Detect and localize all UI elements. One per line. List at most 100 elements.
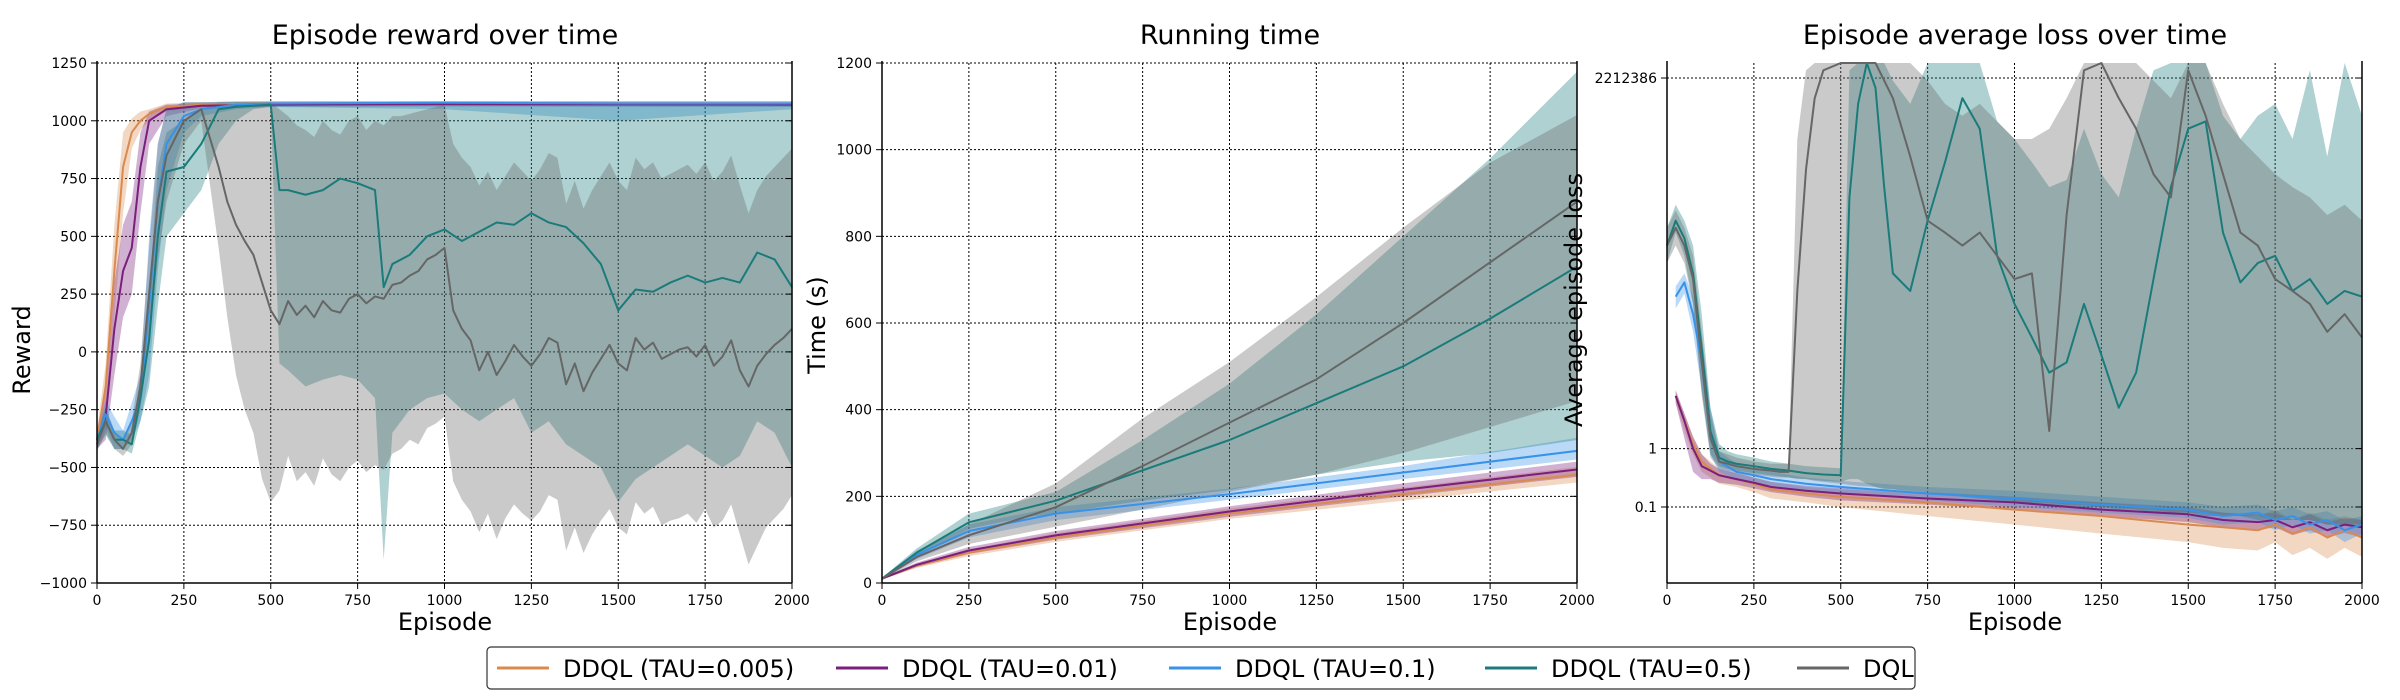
reward-ytick-label-750: −750 <box>49 518 87 534</box>
reward-chart-title: Episode reward over time <box>272 20 619 51</box>
running-time-subplot: Running time Episode Time (s) 0 250 500 750… <box>803 20 1595 636</box>
running-time-xtick-label-1250: 1250 <box>1299 593 1335 609</box>
loss-ytick-label-1: 1 <box>1648 442 1657 458</box>
reward-band-dql <box>97 102 792 565</box>
loss-subplot: Episode average loss over time Episode A… <box>1560 20 2380 636</box>
running-time-band-dql <box>882 115 1577 580</box>
legend-label-ddql-tau-0-005: DDQL (TAU=0.005) <box>563 655 794 683</box>
reward-ytick-label-250: 250 <box>60 287 87 303</box>
running-time-xtick-label-0: 0 <box>878 593 887 609</box>
running-time-xtick-label-1750: 1750 <box>1472 593 1508 609</box>
loss-xtick-label-1500: 1500 <box>2170 593 2206 609</box>
loss-series-lines <box>1666 62 2363 539</box>
running-time-line-ddql-tau-0-5 <box>881 265 1578 580</box>
running-time-line-ddql-tau-0-01 <box>881 468 1578 580</box>
reward-line-ddql-tau-0-5 <box>96 103 793 446</box>
running-time-axes <box>876 61 1578 589</box>
running-time-ytick-label-800: 800 <box>845 229 872 245</box>
reward-series-lines <box>96 101 793 450</box>
running-time-xtick-label-1500: 1500 <box>1385 593 1421 609</box>
reward-ytick-label-0: 0 <box>78 345 87 361</box>
reward-subplot: Episode reward over time Episode Reward … <box>8 20 810 636</box>
loss-xtick-label-1250: 1250 <box>2084 593 2120 609</box>
running-time-series-lines <box>881 200 1578 580</box>
running-time-line-ddql-tau-0-1 <box>881 449 1578 580</box>
loss-band-ddql-tau-0-5 <box>1667 63 2362 525</box>
reward-ytick-label-1000: 1000 <box>51 114 87 130</box>
legend-label-ddql-tau-0-5: DDQL (TAU=0.5) <box>1551 655 1752 683</box>
running-time-xtick-label-250: 250 <box>956 593 983 609</box>
legend-label-ddql-tau-0-1: DDQL (TAU=0.1) <box>1235 655 1436 683</box>
loss-line-ddql-tau-0-5 <box>1666 62 2363 477</box>
loss-uncertainty-bands <box>1667 63 2362 559</box>
loss-line-ddql-tau-0-005 <box>1674 395 2363 539</box>
reward-xtick-label-1750: 1750 <box>687 593 723 609</box>
reward-line-dql <box>96 108 793 450</box>
reward-xtick-label-0: 0 <box>93 593 102 609</box>
loss-band-ddql-tau-0-005 <box>1675 390 2362 559</box>
loss-ytick-label-2212386: 2212386 <box>1595 71 1657 87</box>
running-time-xtick-label-2000: 2000 <box>1559 593 1595 609</box>
loss-y-axis-label: Average episode loss <box>1560 173 1588 427</box>
loss-xtick-label-250: 250 <box>1741 593 1768 609</box>
loss-xtick-label-1000: 1000 <box>1997 593 2033 609</box>
running-time-ytick-label-1200: 1200 <box>836 56 872 72</box>
reward-ytick-label-250: −250 <box>49 403 87 419</box>
loss-band-dql <box>1667 63 2362 525</box>
loss-axes <box>1661 61 2363 589</box>
running-time-ytick-label-0: 0 <box>863 576 872 592</box>
reward-tick-labels: 0 250 500 750 1000 1250 1500 1750 2000 −1000 −750 −… <box>40 56 810 609</box>
running-time-xtick-label-500: 500 <box>1042 593 1069 609</box>
reward-xtick-label-1000: 1000 <box>427 593 463 609</box>
reward-line-ddql-tau-0-01 <box>96 103 793 441</box>
running-time-xtick-label-1000: 1000 <box>1212 593 1248 609</box>
loss-xtick-label-1750: 1750 <box>2257 593 2293 609</box>
running-time-band-ddql-tau-0-01 <box>882 461 1577 580</box>
reward-band-ddql-tau-0-5 <box>97 102 792 560</box>
legend-label-ddql-tau-0-01: DDQL (TAU=0.01) <box>902 655 1118 683</box>
legend: DDQL (TAU=0.005) DDQL (TAU=0.01) DDQL (TAU… <box>486 646 1916 690</box>
running-time-ytick-label-1000: 1000 <box>836 143 872 159</box>
reward-xtick-label-750: 750 <box>344 593 371 609</box>
reward-xtick-label-1500: 1500 <box>600 593 636 609</box>
loss-xtick-label-750: 750 <box>1914 593 1941 609</box>
running-time-x-axis-label: Episode <box>1183 608 1277 636</box>
loss-xtick-label-500: 500 <box>1827 593 1854 609</box>
loss-chart-title: Episode average loss over time <box>1803 20 2227 51</box>
reward-axes <box>91 61 793 589</box>
loss-band-ddql-tau-0-1 <box>1675 273 2362 543</box>
loss-band-ddql-tau-0-01 <box>1675 390 2362 538</box>
loss-line-ddql-tau-0-01 <box>1674 395 2363 532</box>
running-time-ytick-label-400: 400 <box>845 403 872 419</box>
running-time-tick-labels: 0 250 500 750 1000 1250 1500 1750 2000 0 200 400 600… <box>836 56 1594 609</box>
loss-ytick-label-0-1: 0.1 <box>1635 500 1657 516</box>
reward-y-axis-label: Reward <box>8 305 36 394</box>
running-time-chart-title: Running time <box>1140 20 1320 51</box>
running-time-xtick-label-750: 750 <box>1129 593 1156 609</box>
legend-label-dql: DQL <box>1863 655 1914 683</box>
reward-ytick-label-500: 500 <box>60 229 87 245</box>
reward-x-axis-label: Episode <box>398 608 492 636</box>
running-time-line-dql <box>881 200 1578 580</box>
reward-ytick-label-750: 750 <box>60 172 87 188</box>
loss-xtick-label-0: 0 <box>1663 593 1672 609</box>
reward-xtick-label-250: 250 <box>171 593 198 609</box>
loss-xtick-label-2000: 2000 <box>2344 593 2380 609</box>
reward-line-ddql-tau-0-1 <box>96 101 792 441</box>
reward-xtick-label-500: 500 <box>257 593 284 609</box>
legend-items: DDQL (TAU=0.005) DDQL (TAU=0.01) DDQL (TAU… <box>497 655 1914 683</box>
reward-ytick-label-500: −500 <box>49 460 87 476</box>
reward-ytick-label-1250: 1250 <box>51 56 87 72</box>
running-time-ytick-label-600: 600 <box>845 316 872 332</box>
reward-ytick-label-1000: −1000 <box>40 576 87 592</box>
running-time-band-ddql-tau-0-5 <box>882 71 1577 580</box>
reward-xtick-label-1250: 1250 <box>514 593 550 609</box>
loss-x-axis-label: Episode <box>1968 608 2062 636</box>
running-time-y-axis-label: Time (s) <box>803 276 831 375</box>
reward-uncertainty-bands <box>97 101 792 565</box>
loss-tick-labels: 0 250 500 750 1000 1250 1500 1750 2000 0.1 1 221238… <box>1595 71 2380 609</box>
running-time-ytick-label-200: 200 <box>845 489 872 505</box>
reward-band-ddql-tau-0-1 <box>97 101 792 449</box>
reward-xtick-label-2000: 2000 <box>774 593 810 609</box>
